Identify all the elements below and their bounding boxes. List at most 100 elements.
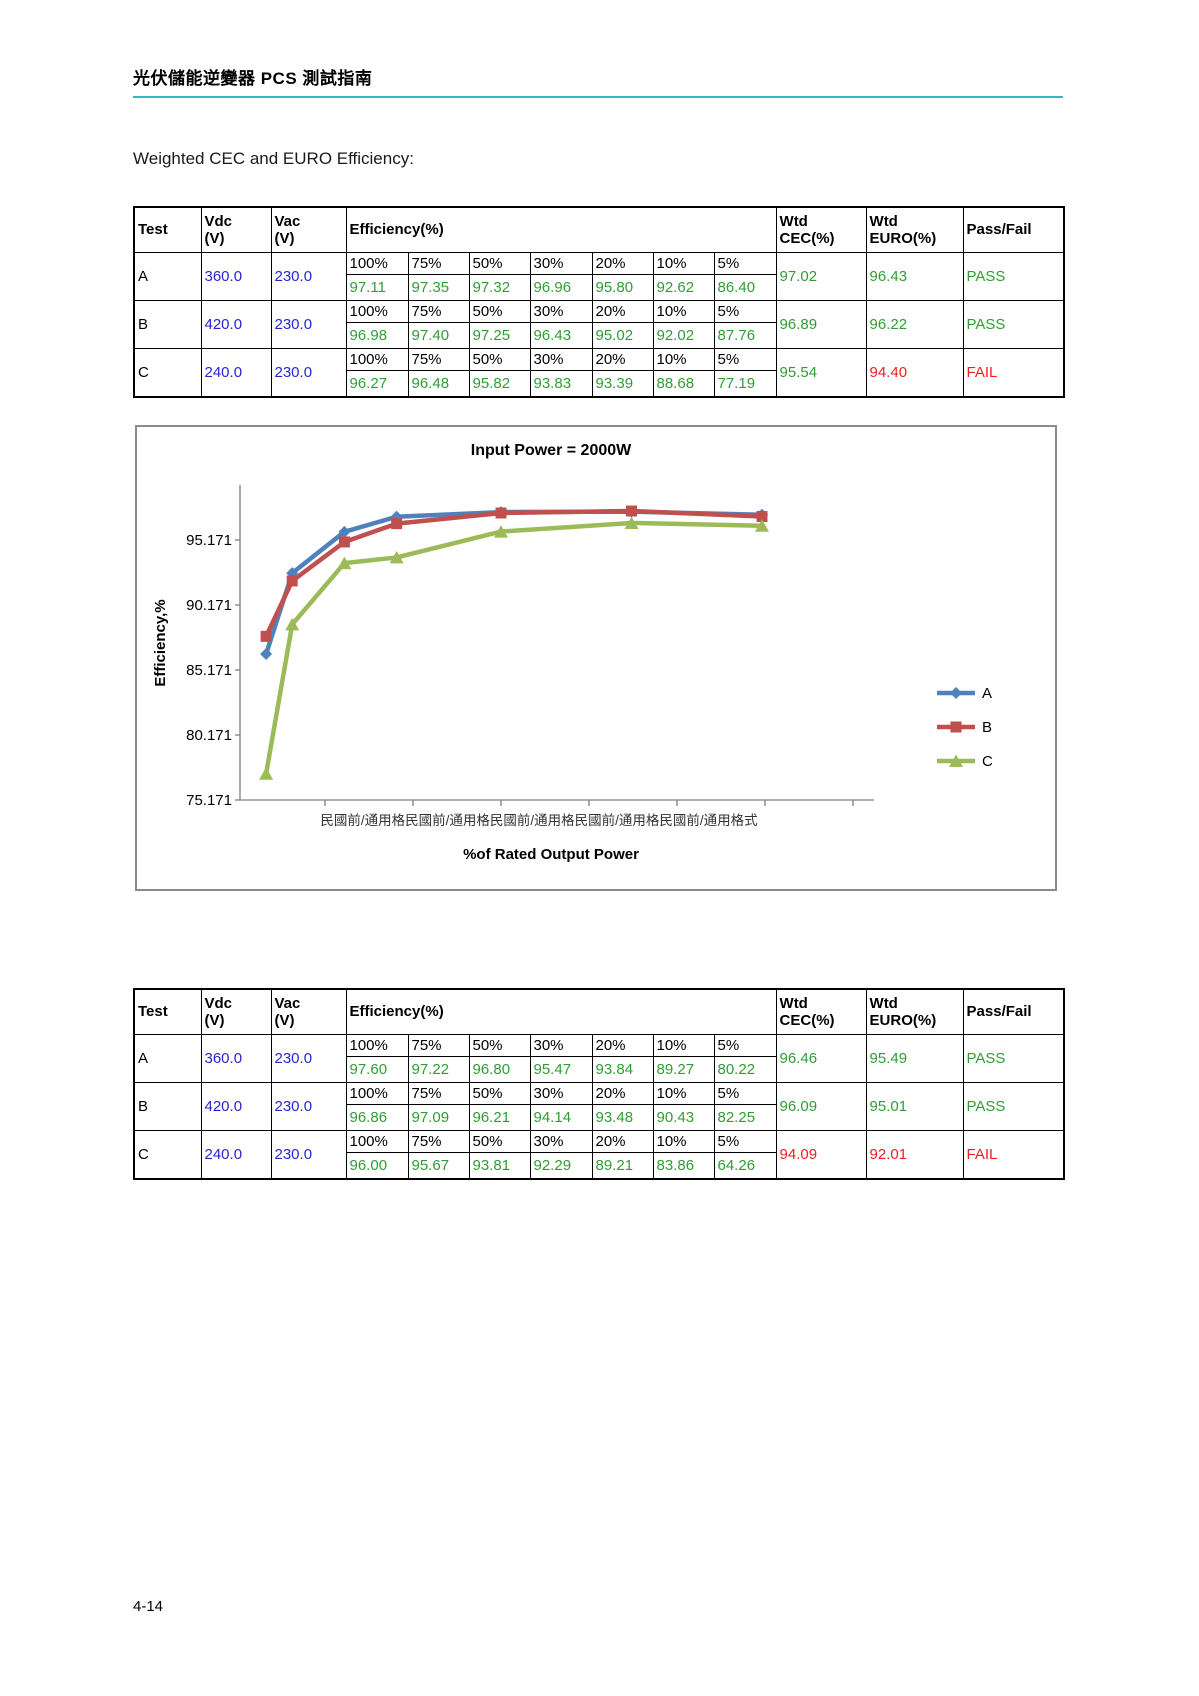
row-A-eff-30%: 96.96 <box>529 274 593 301</box>
pct-label: 75% <box>407 300 470 323</box>
row-B-cec: 96.89 <box>775 300 867 349</box>
row-C-eff-5%: 64.26 <box>713 1152 777 1180</box>
col-header-vac: Vac (V) <box>270 988 347 1035</box>
col-header-pf: Pass/Fail <box>962 988 1065 1035</box>
pct-label: 75% <box>407 252 470 275</box>
row-A-eff-75%: 97.22 <box>407 1056 470 1083</box>
pct-label: 30% <box>529 252 593 275</box>
section-title: Weighted CEC and EURO Efficiency: <box>133 149 414 168</box>
series-C-marker <box>337 556 352 570</box>
series-B-marker <box>286 575 298 587</box>
row-B-eff-50%: 96.21 <box>468 1104 531 1131</box>
pct-label: 75% <box>407 1082 470 1105</box>
row-B-eff-10%: 92.02 <box>652 322 715 349</box>
series-A-marker <box>260 648 273 661</box>
pct-label: 20% <box>591 1130 654 1153</box>
row-C-test: C <box>133 1130 202 1180</box>
pct-label: 50% <box>468 1130 531 1153</box>
row-B-eff-50%: 97.25 <box>468 322 531 349</box>
row-B-eff-10%: 90.43 <box>652 1104 715 1131</box>
x-axis-title: %of Rated Output Power <box>463 846 639 863</box>
row-C-eff-20%: 89.21 <box>591 1152 654 1180</box>
row-A-eff-20%: 93.84 <box>591 1056 654 1083</box>
series-C-marker <box>259 767 274 780</box>
row-B-euro: 96.22 <box>865 300 964 349</box>
row-C-vdc: 240.0 <box>200 348 272 398</box>
pct-label: 75% <box>407 1034 470 1057</box>
row-C-eff-10%: 88.68 <box>652 370 715 398</box>
pct-label: 5% <box>713 252 777 275</box>
row-B-eff-30%: 94.14 <box>529 1104 593 1131</box>
pct-label: 30% <box>529 348 593 371</box>
series-B-marker <box>338 536 350 548</box>
col-header-eff: Efficiency(%) <box>345 988 777 1035</box>
row-C-euro: 94.40 <box>865 348 964 398</box>
x-tick-labels-garbled: 民國前/通用格民國前/通用格民國前/通用格民國前/通用格民國前/通用格式 <box>320 812 758 828</box>
col-header-cec: Wtd CEC(%) <box>775 206 867 253</box>
row-A-eff-100%: 97.60 <box>345 1056 409 1083</box>
col-header-vdc: Vdc (V) <box>200 988 272 1035</box>
row-A-vdc: 360.0 <box>200 252 272 301</box>
row-C-cec: 95.54 <box>775 348 867 398</box>
col-header-pf: Pass/Fail <box>962 206 1065 253</box>
y-tick-label: 75.171 <box>186 792 232 809</box>
pct-label: 10% <box>652 252 715 275</box>
row-B-euro: 95.01 <box>865 1082 964 1131</box>
col-header-eff: Efficiency(%) <box>345 206 777 253</box>
footer-page-number: 4-14 <box>133 1598 164 1615</box>
col-header-vdc: Vdc (V) <box>200 206 272 253</box>
pct-label: 10% <box>652 300 715 323</box>
row-C-vac: 230.0 <box>270 348 347 398</box>
col-header-vac: Vac (V) <box>270 206 347 253</box>
row-A-eff-20%: 95.80 <box>591 274 654 301</box>
row-C-eff-30%: 92.29 <box>529 1152 593 1180</box>
y-tick-label: 95.171 <box>186 532 232 549</box>
series-B-marker <box>626 505 637 517</box>
row-B-eff-20%: 93.48 <box>591 1104 654 1131</box>
legend-A-label: A <box>982 685 992 702</box>
row-C-euro: 92.01 <box>865 1130 964 1180</box>
col-header-euro: Wtd EURO(%) <box>865 206 964 253</box>
series-B-marker <box>260 630 272 642</box>
row-C-eff-100%: 96.00 <box>345 1152 409 1180</box>
row-A-cec: 96.46 <box>775 1034 867 1083</box>
pct-label: 50% <box>468 1082 531 1105</box>
row-A-test: A <box>133 1034 202 1083</box>
pct-label: 100% <box>345 1034 409 1057</box>
pct-label: 5% <box>713 1034 777 1057</box>
series-B-marker <box>391 518 403 530</box>
pct-label: 30% <box>529 1082 593 1105</box>
efficiency-table-lower: Test Vdc (V) Vac (V) Efficiency(%) Wtd CEC(%… <box>133 988 1066 1180</box>
row-B-result: PASS <box>962 1082 1065 1131</box>
pct-label: 100% <box>345 1082 409 1105</box>
pct-label: 50% <box>468 252 531 275</box>
row-A-vac: 230.0 <box>270 1034 347 1083</box>
series-C-marker <box>389 550 404 564</box>
pct-label: 50% <box>468 1034 531 1057</box>
pct-label: 100% <box>345 1130 409 1153</box>
col-header-euro: Wtd EURO(%) <box>865 988 964 1035</box>
row-C-test: C <box>133 348 202 398</box>
series-C-marker <box>755 519 769 532</box>
y-tick-label: 85.171 <box>186 662 232 679</box>
pct-label: 20% <box>591 252 654 275</box>
series-A-marker <box>338 525 351 538</box>
pct-label: 10% <box>652 1082 715 1105</box>
row-A-eff-50%: 96.80 <box>468 1056 531 1083</box>
chart-canvas: Input Power = 2000W %of Rated Output Powe… <box>152 442 993 863</box>
row-C-vdc: 240.0 <box>200 1130 272 1180</box>
pct-label: 50% <box>468 348 531 371</box>
row-A-euro: 96.43 <box>865 252 964 301</box>
y-axis-title: Efficiency,% <box>152 599 169 686</box>
row-B-result: PASS <box>962 300 1065 349</box>
pct-label: 10% <box>652 348 715 371</box>
row-A-test: A <box>133 252 202 301</box>
row-A-eff-10%: 89.27 <box>652 1056 715 1083</box>
row-B-eff-20%: 95.02 <box>591 322 654 349</box>
row-C-eff-20%: 93.39 <box>591 370 654 398</box>
row-B-vdc: 420.0 <box>200 1082 272 1131</box>
row-B-eff-75%: 97.09 <box>407 1104 470 1131</box>
page-header-title: 光伏儲能逆變器 PCS 測試指南 <box>133 69 373 88</box>
pct-label: 30% <box>529 1130 593 1153</box>
